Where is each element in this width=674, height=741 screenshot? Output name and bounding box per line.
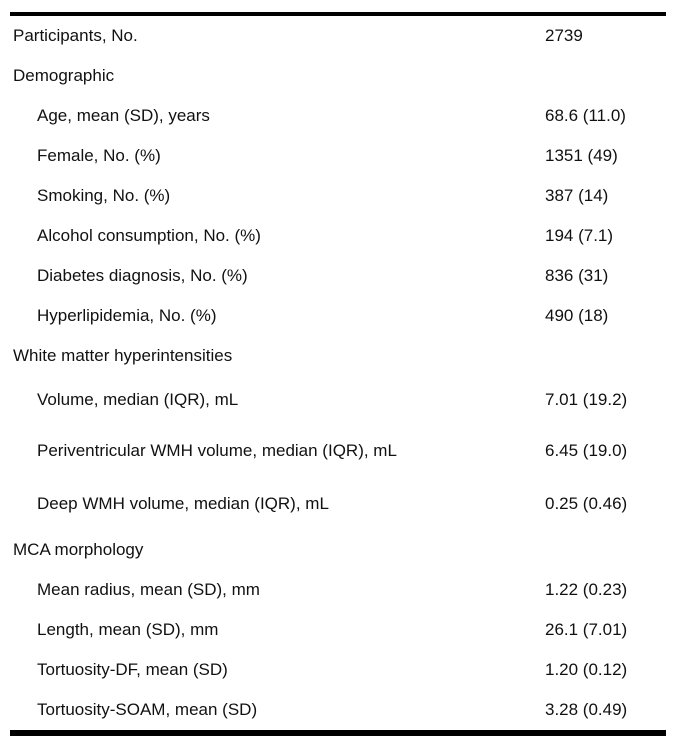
table-row: Diabetes diagnosis, No. (%) 836 (31) xyxy=(10,256,666,296)
row-value: 1351 (49) xyxy=(545,145,618,165)
table-row: Smoking, No. (%) 387 (14) xyxy=(10,176,666,216)
row-value: 7.01 (19.2) xyxy=(545,389,628,409)
row-label: Volume, median (IQR), mL xyxy=(37,389,239,409)
table-row: Periventricular WMH volume, median (IQR)… xyxy=(10,424,666,478)
row-label: Participants, No. xyxy=(13,25,138,45)
section-header-row: Demographic xyxy=(10,56,666,96)
row-value: 1.22 (0.23) xyxy=(545,579,628,599)
table-row: Hyperlipidemia, No. (%) 490 (18) xyxy=(10,296,666,336)
row-value: 3.28 (0.49) xyxy=(545,699,628,719)
row-label: Hyperlipidemia, No. (%) xyxy=(37,305,217,325)
row-label: Deep WMH volume, median (IQR), mL xyxy=(37,493,329,513)
table-row: Female, No. (%) 1351 (49) xyxy=(10,136,666,176)
table-row: Mean radius, mean (SD), mm 1.22 (0.23) xyxy=(10,570,666,610)
row-label: Alcohol consumption, No. (%) xyxy=(37,225,261,245)
row-label: Tortuosity-DF, mean (SD) xyxy=(37,659,228,679)
table-row: Age, mean (SD), years 68.6 (11.0) xyxy=(10,96,666,136)
row-label: White matter hyperintensities xyxy=(13,345,233,365)
row-label: Demographic xyxy=(13,65,115,85)
row-value: 6.45 (19.0) xyxy=(545,440,628,460)
table-row: Volume, median (IQR), mL 7.01 (19.2) xyxy=(10,376,666,424)
row-label: Tortuosity-SOAM, mean (SD) xyxy=(37,699,258,719)
row-value: 194 (7.1) xyxy=(545,225,614,245)
row-label: Length, mean (SD), mm xyxy=(37,619,219,639)
row-label: Periventricular WMH volume, median (IQR)… xyxy=(37,440,397,460)
table-row: Tortuosity-SOAM, mean (SD) 3.28 (0.49) xyxy=(10,690,666,730)
table-row: Tortuosity-DF, mean (SD) 1.20 (0.12) xyxy=(10,650,666,690)
table-row: Alcohol consumption, No. (%) 194 (7.1) xyxy=(10,216,666,256)
section-header-row: MCA morphology xyxy=(10,530,666,570)
row-value: 0.25 (0.46) xyxy=(545,493,628,513)
table-row: Deep WMH volume, median (IQR), mL 0.25 (… xyxy=(10,478,666,530)
row-value: 68.6 (11.0) xyxy=(545,105,626,125)
row-label: Female, No. (%) xyxy=(37,145,161,165)
row-value: 2739 xyxy=(545,25,583,45)
row-value: 26.1 (7.01) xyxy=(545,619,628,639)
table-row: Participants, No. 2739 xyxy=(10,16,666,56)
row-value: 836 (31) xyxy=(545,265,609,285)
row-value: 387 (14) xyxy=(545,185,609,205)
row-label: Diabetes diagnosis, No. (%) xyxy=(37,265,248,285)
row-value: 1.20 (0.12) xyxy=(545,659,628,679)
section-header-row: White matter hyperintensities xyxy=(10,336,666,376)
row-label: Mean radius, mean (SD), mm xyxy=(37,579,260,599)
participant-characteristics-table: Participants, No. 2739 Demographic Age, … xyxy=(10,12,666,736)
row-value: 490 (18) xyxy=(545,305,609,325)
row-label: Smoking, No. (%) xyxy=(37,185,171,205)
table-body: Participants, No. 2739 Demographic Age, … xyxy=(10,16,666,730)
row-label: Age, mean (SD), years xyxy=(37,105,210,125)
row-label: MCA morphology xyxy=(13,539,144,559)
table-row: Length, mean (SD), mm 26.1 (7.01) xyxy=(10,610,666,650)
